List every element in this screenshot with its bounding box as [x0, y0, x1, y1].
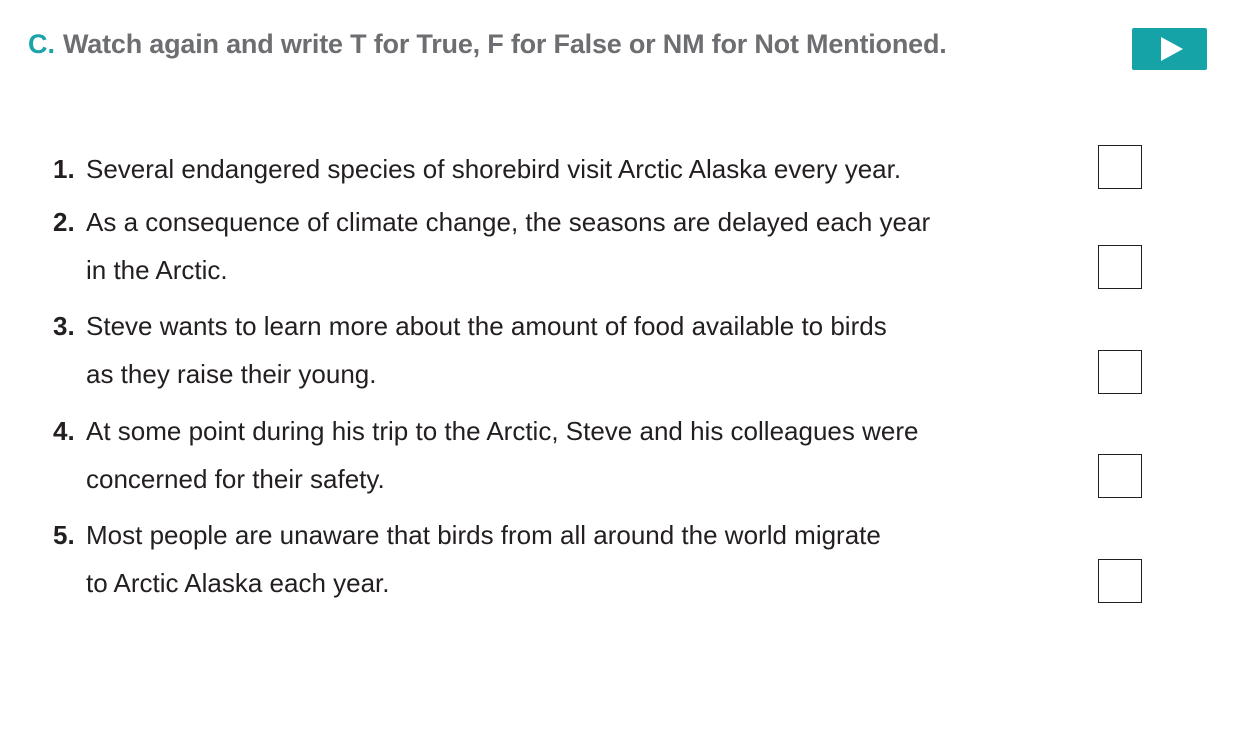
answer-box-1[interactable] [1098, 145, 1142, 189]
statement-text-line: concerned for their safety. [86, 464, 385, 494]
statement-text-line: as they raise their young. [86, 359, 377, 389]
exercise-letter: C. [28, 28, 55, 59]
statement-text-line: As a consequence of climate change, the … [86, 207, 931, 237]
answer-box-2[interactable] [1098, 245, 1142, 289]
exercise-header: C. Watch again and write T for True, F f… [28, 24, 947, 64]
statement-text-line: At some point during his trip to the Arc… [86, 416, 919, 446]
statement-text-line: in the Arctic. [86, 255, 228, 285]
statement-number: 3. [53, 311, 75, 341]
statement-text-line: Steve wants to learn more about the amou… [86, 311, 887, 341]
statement-text-line: Most people are unaware that birds from … [86, 520, 881, 550]
statement-text-line: Several endangered species of shorebird … [86, 154, 902, 184]
statement-number: 5. [53, 520, 75, 550]
answer-box-4[interactable] [1098, 454, 1142, 498]
statement-number: 1. [53, 154, 75, 184]
play-icon [1160, 37, 1183, 61]
statement-number: 4. [53, 416, 75, 446]
exercise-instruction: Watch again and write T for True, F for … [63, 28, 947, 59]
answer-box-5[interactable] [1098, 559, 1142, 603]
statement-text-line: to Arctic Alaska each year. [86, 568, 390, 598]
statement-number: 2. [53, 207, 75, 237]
play-video-button[interactable] [1132, 28, 1207, 70]
answer-box-3[interactable] [1098, 350, 1142, 394]
